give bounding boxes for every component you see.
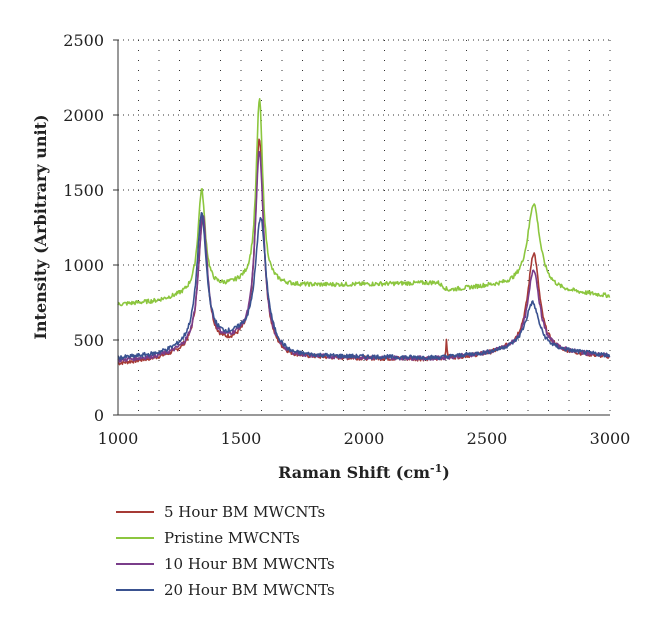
y-axis-title: Intensity (Arbitrary unit) bbox=[31, 114, 50, 339]
y-tick-labels: 0 500 1000 1500 2000 2500 bbox=[63, 31, 118, 425]
x-tick-label: 2500 bbox=[467, 429, 508, 448]
legend-label: 20 Hour BM MWCNTs bbox=[164, 581, 335, 599]
x-tick-labels: 1000 1500 2000 2500 3000 bbox=[98, 429, 631, 448]
x-tick-label: 3000 bbox=[590, 429, 631, 448]
y-tick-label: 0 bbox=[94, 406, 104, 425]
y-tick-label: 1000 bbox=[63, 256, 104, 275]
y-tick-label: 500 bbox=[73, 331, 104, 350]
x-axis-title: Raman Shift (cm-1) bbox=[278, 462, 450, 483]
y-tick-label: 2500 bbox=[63, 31, 104, 50]
x-tick-label: 1000 bbox=[98, 429, 139, 448]
dotted-grid bbox=[118, 39, 611, 415]
legend-label: 10 Hour BM MWCNTs bbox=[164, 555, 335, 573]
legend-label: Pristine MWCNTs bbox=[164, 529, 300, 547]
legend: 5 Hour BM MWCNTs Pristine MWCNTs 10 Hour B… bbox=[116, 503, 335, 599]
y-tick-label: 1500 bbox=[63, 181, 104, 200]
x-tick-label: 1500 bbox=[221, 429, 262, 448]
series-lines bbox=[117, 98, 611, 366]
axes bbox=[117, 40, 610, 416]
y-tick-label: 2000 bbox=[63, 106, 104, 125]
series-line bbox=[117, 98, 611, 307]
series-line bbox=[117, 212, 611, 361]
x-tick-label: 2000 bbox=[344, 429, 385, 448]
legend-label: 5 Hour BM MWCNTs bbox=[164, 503, 325, 521]
